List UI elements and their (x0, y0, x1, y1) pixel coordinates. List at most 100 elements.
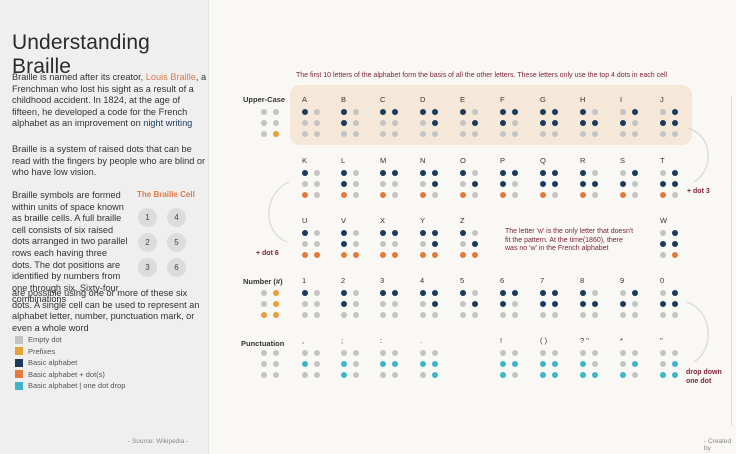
braille-dot (432, 131, 438, 137)
legend-label: Basic alphabet | one dot drop (28, 381, 126, 391)
cell-label: B (341, 95, 347, 104)
braille-dot (660, 252, 666, 258)
braille-dot (632, 350, 638, 356)
louis-braille-link[interactable]: Louis Braille (145, 72, 196, 82)
braille-dot (392, 131, 398, 137)
note-dot6: + dot 6 (256, 250, 279, 257)
braille-dot (314, 170, 320, 176)
braille-dot (512, 109, 518, 115)
braille-dot (512, 181, 518, 187)
braille-dot (392, 192, 398, 198)
braille-dot (500, 372, 506, 378)
braille-dot (353, 290, 359, 296)
braille-dot (392, 181, 398, 187)
braille-dot (261, 131, 267, 137)
cell-label: " (660, 336, 663, 345)
cell-label: 1 (302, 276, 307, 285)
braille-dot (353, 241, 359, 247)
braille-dot (273, 290, 279, 296)
source-note: - Source: Wikipedia - (128, 438, 189, 445)
braille-dot (420, 120, 426, 126)
night-writing-link[interactable]: night writing (143, 118, 193, 129)
braille-dot (380, 301, 386, 307)
braille-dot (302, 290, 308, 296)
braille-dot (302, 252, 308, 258)
cell-label: J (660, 95, 664, 104)
braille-dot (341, 252, 347, 258)
braille-dot (540, 192, 546, 198)
intro-paragraph-2: Braille is a system of raised dots that … (12, 144, 206, 178)
braille-dot (353, 361, 359, 367)
braille-dot (660, 230, 666, 236)
braille-dot (632, 312, 638, 318)
info-panel: Understanding Braille Braille is named a… (0, 0, 208, 454)
scroll-track[interactable] (731, 96, 732, 426)
braille-dot (500, 350, 506, 356)
braille-dot (660, 120, 666, 126)
braille-dot (592, 350, 598, 356)
braille-dot (302, 170, 308, 176)
cell-label: T (660, 156, 665, 165)
braille-dot (592, 361, 598, 367)
braille-dot (460, 131, 466, 137)
braille-dot (660, 181, 666, 187)
braille-dot (261, 109, 267, 115)
braille-dot (341, 301, 347, 307)
braille-dot (460, 120, 466, 126)
braille-dot (261, 312, 267, 318)
cell-label: , (302, 336, 305, 345)
braille-dot (420, 181, 426, 187)
braille-dot (460, 170, 466, 176)
braille-dot (592, 181, 598, 187)
braille-dot (540, 120, 546, 126)
cell-label: E (460, 95, 466, 104)
legend-label: Empty dot (28, 335, 62, 345)
braille-dot (273, 120, 279, 126)
cell-label: . (420, 336, 423, 345)
cell-label: Q (540, 156, 546, 165)
braille-dot (512, 372, 518, 378)
braille-dot (672, 230, 678, 236)
braille-dot (672, 301, 678, 307)
braille-dot (500, 301, 506, 307)
braille-dot (672, 170, 678, 176)
braille-dot (273, 131, 279, 137)
braille-dot (341, 230, 347, 236)
braille-dot (341, 350, 347, 356)
braille-dot (620, 361, 626, 367)
braille-dot (512, 290, 518, 296)
braille-dot (500, 109, 506, 115)
braille-dot (580, 109, 586, 115)
cell-label: 7 (540, 276, 545, 285)
braille-dot (592, 301, 598, 307)
braille-dot (432, 192, 438, 198)
braille-dot (341, 131, 347, 137)
braille-dot (380, 361, 386, 367)
braille-dot (380, 350, 386, 356)
note-dot3: + dot 3 (687, 188, 710, 195)
braille-dot (314, 350, 320, 356)
braille-dot (472, 170, 478, 176)
braille-dot (592, 131, 598, 137)
braille-dot (432, 181, 438, 187)
cell-label: K (302, 156, 308, 165)
braille-dot (460, 252, 466, 258)
braille-dot (672, 241, 678, 247)
braille-dot (472, 230, 478, 236)
cell-label: 0 (660, 276, 665, 285)
braille-dot (552, 192, 558, 198)
braille-dot (302, 350, 308, 356)
braille-dot (540, 361, 546, 367)
braille-dot (500, 361, 506, 367)
braille-dot (432, 301, 438, 307)
braille-dot (580, 312, 586, 318)
braille-dot (392, 252, 398, 258)
braille-dot (302, 372, 308, 378)
row-label-punctuation: Punctuation (241, 339, 285, 348)
braille-dot (620, 290, 626, 296)
braille-dot (420, 312, 426, 318)
braille-dot (500, 120, 506, 126)
arrow-dot3 (686, 127, 709, 183)
note-drop-a: drop down (686, 369, 722, 376)
cell-label: C (380, 95, 386, 104)
